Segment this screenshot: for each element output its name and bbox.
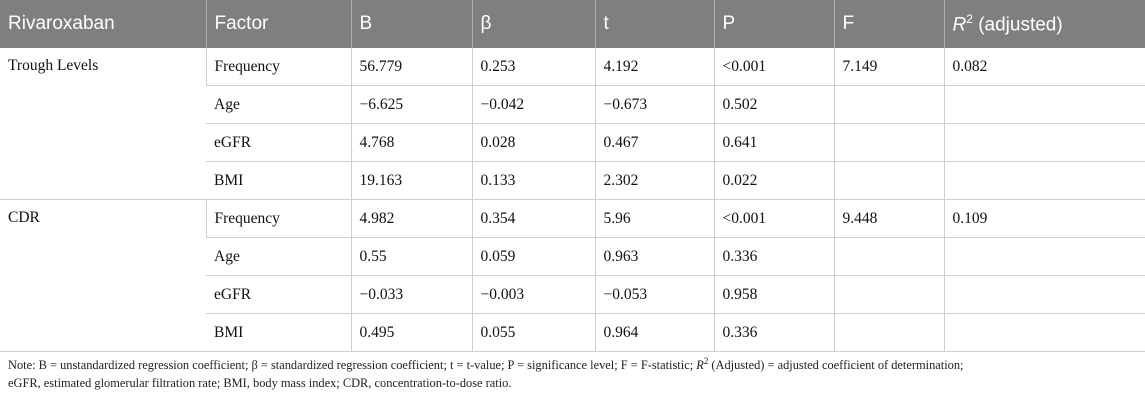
cell-t: 0.964	[594, 313, 714, 352]
cell-factor: Frequency	[205, 48, 351, 86]
cell-f: 7.149	[833, 48, 944, 86]
cell-f-empty	[833, 161, 944, 200]
regression-table: Rivaroxaban Factor B β t P F R2 (adjuste…	[0, 0, 1145, 352]
header-t: t	[594, 0, 714, 48]
header-b: B	[350, 0, 472, 48]
header-beta: β	[471, 0, 595, 48]
cell-beta: 0.028	[471, 123, 595, 162]
cell-b: −6.625	[350, 85, 472, 124]
cell-f-empty	[833, 85, 944, 124]
cell-r2-empty	[943, 275, 1145, 314]
r2-superscript: 2	[966, 11, 973, 26]
table-row: Age 0.55 0.059 0.963 0.336	[0, 237, 1145, 276]
cell-beta: 0.354	[471, 199, 595, 238]
cell-r2: 0.082	[943, 48, 1145, 86]
header-r2-adjusted: R2 (adjusted)	[943, 0, 1145, 48]
cell-factor: Age	[206, 237, 351, 276]
r2-adjusted-label: (adjusted)	[978, 14, 1063, 36]
header-factor: Factor	[205, 0, 351, 48]
group-label-cdr: CDR	[0, 199, 206, 352]
table-row: CDR Frequency 4.982 0.354 5.96 <0.001 9.…	[0, 199, 1145, 352]
table-row: eGFR 4.768 0.028 0.467 0.641	[0, 123, 1145, 162]
cell-r2-empty	[943, 85, 1145, 124]
cell-b: 0.55	[350, 237, 472, 276]
header-row: Rivaroxaban Factor B β t P F R2 (adjuste…	[0, 0, 1145, 48]
cell-b: 0.495	[350, 313, 472, 352]
cell-p: 0.336	[713, 237, 834, 276]
cell-b: 19.163	[350, 161, 472, 200]
cell-beta: 0.059	[471, 237, 595, 276]
table-row: BMI 0.495 0.055 0.964 0.336	[0, 313, 1145, 352]
cell-p: 0.641	[713, 123, 834, 162]
cell-t: −0.053	[594, 275, 714, 314]
cell-t: 5.96	[594, 199, 714, 238]
cell-t: 4.192	[594, 48, 714, 86]
cell-f-empty	[833, 275, 944, 314]
cell-f-empty	[833, 237, 944, 276]
cell-r2: 0.109	[943, 199, 1145, 238]
cell-b: 56.779	[350, 48, 472, 86]
cell-factor: Frequency	[205, 199, 351, 238]
table-note: Note: B = unstandardized regression coef…	[8, 352, 1138, 392]
cell-beta: 0.055	[471, 313, 595, 352]
cell-p: 0.502	[713, 85, 834, 124]
cell-beta: −0.003	[471, 275, 595, 314]
cell-r2-empty	[943, 123, 1145, 162]
cell-beta: 0.133	[471, 161, 595, 200]
cell-factor: BMI	[206, 313, 351, 352]
header-f: F	[833, 0, 944, 48]
cell-b: 4.982	[350, 199, 472, 238]
table-row: BMI 19.163 0.133 2.302 0.022	[0, 161, 1145, 200]
table-row: Age −6.625 −0.042 −0.673 0.502	[0, 85, 1145, 124]
cell-p: 0.022	[713, 161, 834, 200]
cell-p: <0.001	[713, 199, 834, 238]
cell-t: 0.467	[594, 123, 714, 162]
note-text-2: (Adjusted) = adjusted coefficient of det…	[708, 358, 964, 373]
cell-r2-empty	[943, 161, 1145, 200]
group-label-trough-levels: Trough Levels	[0, 48, 206, 200]
cell-r2-empty	[943, 313, 1145, 352]
cell-factor: eGFR	[206, 275, 351, 314]
header-rivaroxaban: Rivaroxaban	[0, 0, 206, 48]
cell-f-empty	[833, 123, 944, 162]
cell-beta: 0.253	[471, 48, 595, 86]
cell-f: 9.448	[833, 199, 944, 238]
note-line-1: Note: B = unstandardized regression coef…	[8, 352, 1138, 374]
cell-p: 0.958	[713, 275, 834, 314]
note-text-1: Note: B = unstandardized regression coef…	[8, 358, 697, 373]
cell-beta: −0.042	[471, 85, 595, 124]
cell-factor: eGFR	[206, 123, 351, 162]
cell-factor: Age	[206, 85, 351, 124]
cell-f-empty	[833, 313, 944, 352]
header-p: P	[713, 0, 834, 48]
cell-b: 4.768	[350, 123, 472, 162]
cell-b: −0.033	[350, 275, 472, 314]
cell-r2-empty	[943, 237, 1145, 276]
cell-t: −0.673	[594, 85, 714, 124]
note-r2-superscript: 2	[703, 356, 709, 366]
cell-factor: BMI	[206, 161, 351, 200]
note-r2-symbol: R	[696, 358, 704, 373]
r2-symbol: R	[952, 14, 967, 36]
cell-p: 0.336	[713, 313, 834, 352]
cell-t: 2.302	[594, 161, 714, 200]
cell-p: <0.001	[713, 48, 834, 86]
note-line-2: eGFR, estimated glomerular filtration ra…	[8, 376, 512, 391]
table-row: eGFR −0.033 −0.003 −0.053 0.958	[0, 275, 1145, 314]
table-row: Trough Levels Frequency 56.779 0.253 4.1…	[0, 48, 1145, 200]
cell-t: 0.963	[594, 237, 714, 276]
